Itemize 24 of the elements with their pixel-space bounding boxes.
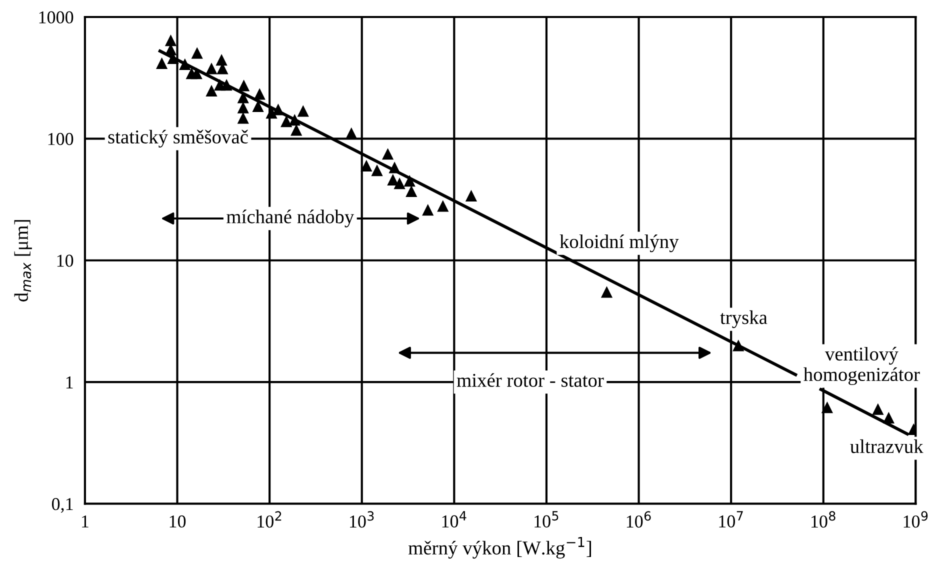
annotation: mixér rotor - stator	[456, 373, 604, 387]
x-tick-label: 10$^{2}$	[258, 511, 282, 528]
y-tick-label: 0,1	[52, 498, 73, 513]
annotation: statický směšovač	[108, 130, 248, 148]
x-tick-label: 10$^{7}$	[719, 511, 743, 528]
y-tick-label: 1000	[39, 11, 74, 24]
annotation: míchané nádoby	[226, 210, 354, 228]
y-tick-label: 100	[48, 132, 74, 146]
x-tick-label: 10$^{4}$	[442, 511, 466, 528]
annotation: tryska	[720, 310, 768, 328]
x-tick-label: 10$^{8}$	[812, 511, 836, 528]
x-tick-label: 10$^{9}$	[904, 511, 928, 528]
y-axis-title: d$_{max}$ [μm]	[14, 220, 32, 302]
annotation: ventilový homogenizátor	[804, 346, 920, 386]
y-tick-label: 1	[66, 376, 73, 388]
x-tick-label: 10$^{3}$	[350, 511, 374, 528]
x-axis-title: měrný výkon [W.kg$^{−1}$]	[408, 537, 592, 559]
x-tick-label: 10	[170, 515, 186, 528]
x-tick-label: 1	[82, 515, 88, 528]
y-tick-label: 10	[57, 254, 74, 267]
annotation: koloidní mlýny	[560, 234, 679, 252]
x-tick-label: 10$^{5}$	[534, 511, 558, 528]
x-tick-label: 10$^{6}$	[626, 511, 651, 528]
annotation: ultrazvuk	[850, 439, 924, 454]
